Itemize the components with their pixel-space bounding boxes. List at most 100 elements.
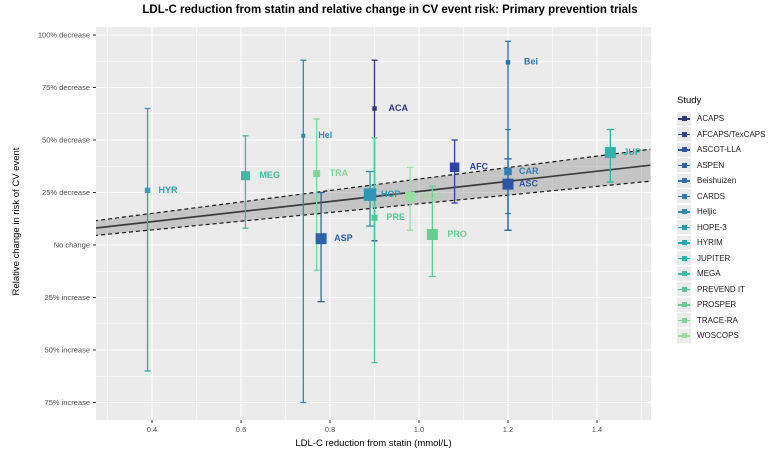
band-upper-dashed-line	[96, 148, 651, 222]
legend-key-icon	[677, 282, 691, 297]
x-tick-label: 0.4	[147, 425, 157, 434]
x-tick-label: 1.0	[414, 425, 424, 434]
legend-key-icon	[677, 297, 691, 312]
legend-key-icon	[677, 266, 691, 281]
point-label-car: CAR	[519, 166, 539, 176]
point-label-pre: PRE	[387, 212, 406, 222]
legend-label: Heljic	[697, 207, 717, 217]
point-label-hyr: HYR	[159, 185, 179, 195]
data-point-hyr	[144, 187, 151, 194]
x-tick-label: 0.6	[236, 425, 246, 434]
point-label-meg: MEG	[259, 170, 280, 180]
legend-item: Beishuizen	[677, 173, 780, 189]
legend-label: HYRIM	[697, 238, 723, 248]
legend-square-glyph	[681, 147, 687, 153]
point-label-asc: ASC	[519, 178, 539, 188]
legend-item: PREVEND IT	[677, 282, 780, 298]
point-label-wos: WOS	[420, 191, 442, 201]
data-point-pre	[371, 214, 378, 221]
data-point-aca	[372, 106, 377, 111]
legend-square-glyph	[681, 240, 687, 246]
legend-square-glyph	[681, 271, 687, 277]
point-label-hop: HOP	[381, 189, 401, 199]
legend-label: TRACE-RA	[697, 315, 738, 325]
data-point-pro	[426, 229, 438, 240]
legend-item: HYRIM	[677, 235, 780, 251]
data-point-bei	[505, 60, 511, 65]
plot-panel	[96, 27, 651, 420]
legend-key-icon	[677, 189, 691, 204]
legend-item: ASPEN	[677, 158, 780, 174]
point-label-afc: AFC	[470, 162, 489, 172]
y-tick-label: 25% increase	[45, 293, 90, 302]
legend-square-glyph	[681, 333, 687, 339]
legend-square-glyph	[681, 255, 687, 261]
legend-label: PREVEND IT	[697, 284, 746, 294]
legend-key-icon	[677, 220, 691, 235]
legend-label: PROSPER	[697, 300, 737, 310]
legend-key-icon	[677, 142, 691, 157]
legend-label: AFCAPS/TexCAPS	[697, 129, 766, 139]
point-label-aca: ACA	[389, 103, 409, 113]
data-point-tra	[313, 170, 321, 178]
y-tick-label: 25% decrease	[42, 188, 90, 197]
legend: Study ACAPS AFCAPS/TexCAPS ASCOT-LLA ASPEN B…	[677, 95, 780, 344]
legend-square-glyph	[681, 302, 687, 308]
y-tick-label: 50% increase	[45, 346, 90, 355]
legend-square-glyph	[681, 209, 687, 215]
x-tick-label: 0.8	[325, 425, 335, 434]
data-point-asc	[502, 178, 514, 190]
legend-label: JUPITER	[697, 253, 731, 263]
legend-key-icon	[677, 158, 691, 173]
point-label-asp: ASP	[334, 233, 353, 243]
legend-label: HOPE-3	[697, 222, 727, 232]
y-tick-label: 75% decrease	[42, 83, 90, 92]
y-tick-label: 50% decrease	[42, 136, 90, 145]
point-label-pro: PRO	[447, 229, 467, 239]
legend-label: WOSCOPS	[697, 331, 739, 341]
point-label-bei: Bei	[524, 57, 538, 67]
legend-item: CARDS	[677, 189, 780, 205]
legend-square-glyph	[681, 131, 687, 137]
legend-square-glyph	[681, 224, 687, 230]
data-point-asp	[315, 233, 327, 245]
legend-key-icon	[677, 235, 691, 250]
data-point-wos	[405, 191, 416, 202]
legend-square-glyph	[681, 162, 687, 168]
y-tick-label: 100% decrease	[38, 31, 90, 40]
legend-item: TRACE-RA	[677, 313, 780, 329]
legend-label: CARDS	[697, 191, 726, 201]
legend-item: ASCOT-LLA	[677, 142, 780, 158]
legend-key-icon	[677, 313, 691, 328]
legend-key-icon	[677, 173, 691, 188]
legend-item: PROSPER	[677, 297, 780, 313]
chart-title: LDL-C reduction from statin and relative…	[142, 4, 638, 16]
legend-label: Beishuizen	[697, 176, 737, 186]
legend-key-icon	[677, 111, 691, 126]
data-point-hop	[363, 188, 377, 201]
legend-item: JUPITER	[677, 251, 780, 267]
x-tick-label: 1.2	[503, 425, 513, 434]
panel-contents: ACA AFC ASC ASP Bei CAR Hel HOP HYR JUP MEG PRE PRO T…	[96, 27, 651, 420]
point-label-tra: TRA	[330, 168, 349, 178]
legend-square-glyph	[681, 317, 687, 323]
point-label-hel: Hel	[318, 130, 332, 140]
legend-label: MEGA	[697, 269, 721, 279]
legend-item: HOPE-3	[677, 220, 780, 236]
legend-square-glyph	[681, 286, 687, 292]
y-tick-label: 75% increase	[45, 398, 90, 407]
data-point-afc	[449, 162, 460, 173]
legend-square-glyph	[681, 116, 687, 122]
legend-title: Study	[677, 95, 702, 106]
data-point-meg	[240, 171, 250, 181]
x-tick-label: 1.4	[592, 425, 602, 434]
legend-square-glyph	[681, 178, 687, 184]
legend-label: ASPEN	[697, 160, 725, 170]
legend-key-icon	[677, 204, 691, 219]
legend-item: Heljic	[677, 204, 780, 220]
y-tick-label: No change	[54, 241, 90, 250]
legend-item: AFCAPS/TexCAPS	[677, 127, 780, 143]
x-axis-title: LDL-C reduction from statin (mmol/L)	[295, 438, 452, 449]
